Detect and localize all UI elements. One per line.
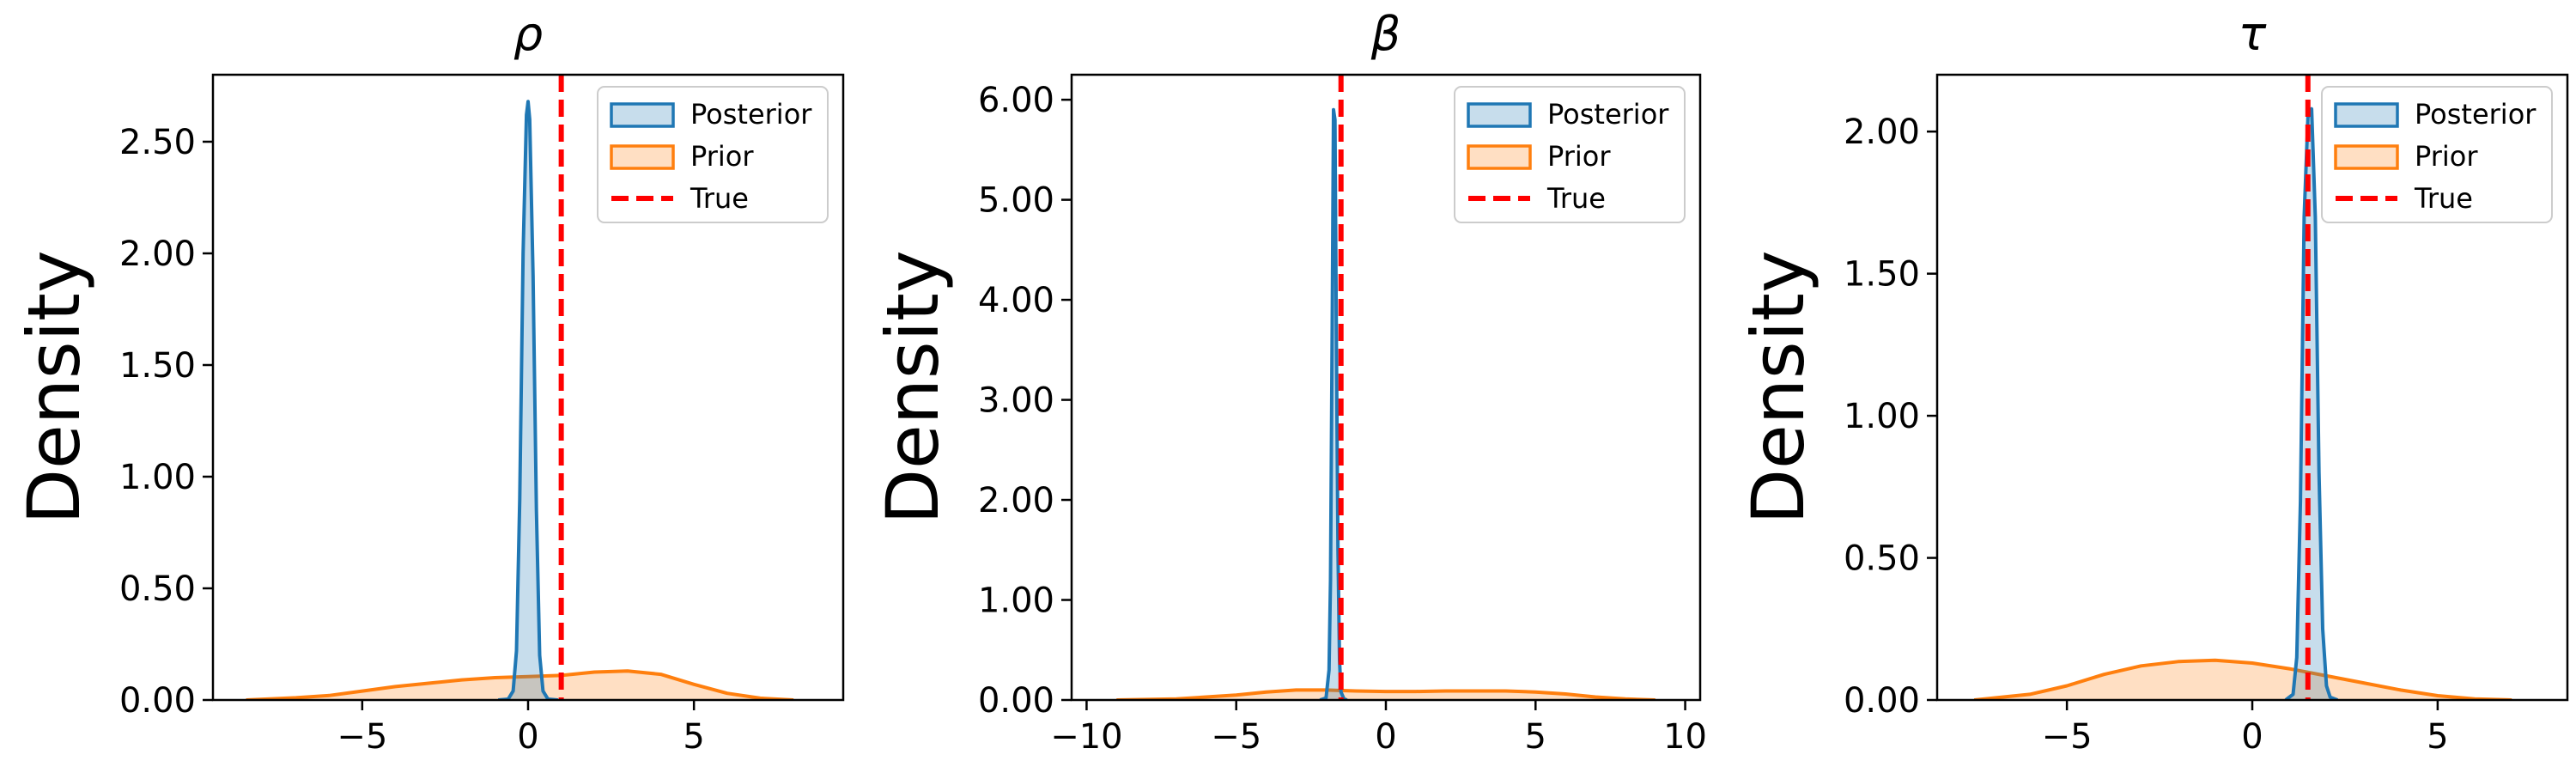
y-tick-label: 0.00 (119, 681, 196, 721)
y-axis-label: Density (871, 250, 955, 524)
legend-label-prior: Prior (1547, 140, 1611, 173)
prior-density-fill (1974, 660, 2512, 700)
x-tick-label: −5 (1211, 717, 1261, 757)
posterior-density-line (2284, 107, 2339, 700)
legend-label-posterior: Posterior (2415, 98, 2537, 131)
posterior-density-fill (1320, 109, 1347, 700)
y-axis-label: Density (12, 250, 96, 524)
posterior-density-fill (498, 101, 558, 700)
legend-swatch-prior (1467, 144, 1532, 170)
y-axis-label: Density (1736, 250, 1820, 524)
prior-density-line (1116, 688, 1656, 700)
posterior-density-line (1319, 107, 1348, 700)
y-tick-label: 1.00 (119, 458, 196, 497)
y-tick-label: 0.50 (1844, 539, 1920, 579)
y-tick-label: 2.50 (119, 123, 196, 162)
x-tick-label: 5 (683, 717, 704, 757)
y-tick-label: 6.00 (978, 81, 1054, 120)
legend-swatch-prior (610, 144, 675, 170)
legend-box (2321, 86, 2553, 223)
y-tick-label: 3.00 (978, 381, 1054, 421)
x-tick-label: 10 (1663, 717, 1707, 757)
x-tick-label: 0 (1375, 717, 1396, 757)
x-tick-label: 0 (517, 717, 538, 757)
x-tick-label: −5 (337, 717, 387, 757)
plot-area (246, 75, 794, 700)
x-tick-label: 0 (2241, 717, 2263, 757)
legend-label-prior: Prior (2415, 140, 2478, 173)
y-tick-label: 0.00 (1844, 681, 1920, 721)
legend-label-true: True (690, 182, 749, 215)
y-tick-label: 0.50 (119, 569, 196, 609)
legend: Posterior Prior True (2321, 86, 2553, 223)
prior-density-line (246, 669, 794, 700)
posterior-density-line (498, 100, 558, 700)
legend-swatch-posterior (610, 102, 675, 128)
chart-panel-1: −5 0 5 0.00 0.50 1.00 1.50 2.00 2.50 Density ρ Post… (12, 7, 845, 757)
legend-label-prior: Prior (690, 140, 754, 173)
legend: Posterior Prior True (597, 86, 829, 223)
chart-panel-2: −10 −5 0 5 10 0.00 1.00 2.00 3.00 4.00 5.00 6.00 Den… (871, 7, 1707, 757)
x-tick-label: 5 (1525, 717, 1546, 757)
legend-label-true: True (1546, 182, 1606, 215)
legend-box (1454, 86, 1686, 223)
legend-swatch-posterior (2334, 102, 2399, 128)
legend-swatch-prior (2334, 144, 2399, 170)
chart-panel-3: −5 0 5 0.00 0.50 1.00 1.50 2.00 Density τ Posterio… (1736, 7, 2569, 757)
y-tick-label: 4.00 (978, 281, 1054, 320)
y-tick-label: 1.50 (1844, 255, 1920, 295)
legend-label-posterior: Posterior (1547, 98, 1669, 131)
y-tick-label: 2.00 (978, 481, 1054, 520)
y-tick-label: 0.00 (978, 681, 1054, 721)
posterior-density-fill (2285, 108, 2338, 700)
y-tick-label: 2.00 (119, 234, 196, 274)
x-tick-label: −5 (2042, 717, 2093, 757)
legend-box (597, 86, 829, 223)
chart-title: ρ (513, 7, 543, 61)
prior-density-line (1973, 658, 2512, 700)
legend-label-true: True (2414, 182, 2473, 215)
y-tick-label: 5.00 (978, 181, 1054, 221)
chart-title: β (1370, 7, 1400, 61)
legend-swatch-posterior (1467, 102, 1532, 128)
x-tick-label: 5 (2427, 717, 2448, 757)
x-tick-label: −10 (1050, 717, 1122, 757)
legend: Posterior Prior True (1454, 86, 1686, 223)
chart-title: τ (2239, 7, 2267, 61)
plot-area (1973, 75, 2512, 700)
y-tick-label: 1.50 (119, 346, 196, 386)
y-tick-label: 2.00 (1844, 113, 1920, 152)
y-tick-label: 1.00 (978, 581, 1054, 621)
plot-area (1116, 75, 1656, 700)
y-tick-label: 1.00 (1844, 397, 1920, 436)
prior-density-fill (246, 671, 794, 700)
legend-label-posterior: Posterior (690, 98, 812, 131)
